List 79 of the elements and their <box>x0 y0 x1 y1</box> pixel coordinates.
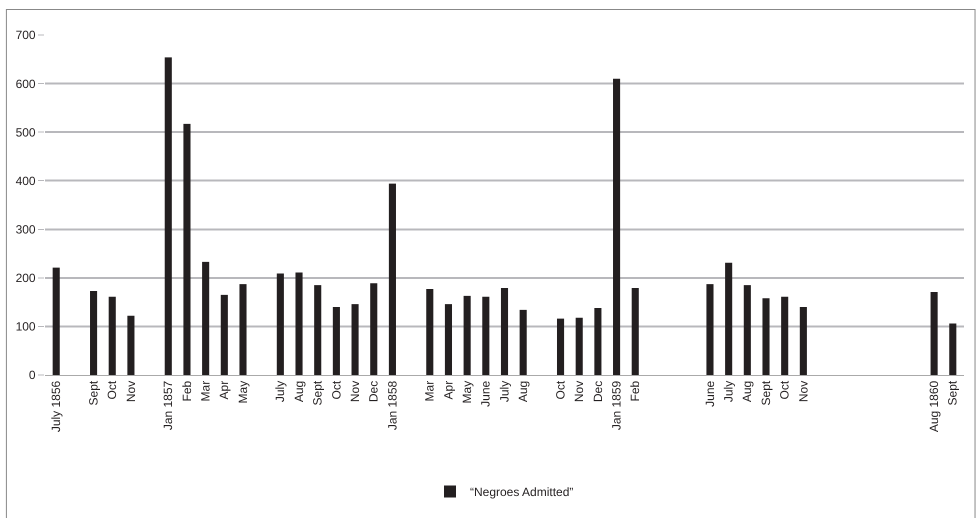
bar <box>183 124 191 375</box>
bar <box>632 288 639 375</box>
bar <box>781 296 788 375</box>
x-tick-label: Dec <box>366 380 381 402</box>
bar <box>800 307 807 375</box>
x-tick-label: Nov <box>124 380 138 402</box>
bar <box>276 273 284 375</box>
bar <box>444 304 452 375</box>
x-tick-label: Oct <box>778 380 792 400</box>
x-tick-label: Jan 1857 <box>161 380 176 430</box>
y-tick-label: 300 <box>16 222 36 236</box>
x-tick-label: Oct <box>329 380 344 400</box>
bar <box>52 268 60 375</box>
x-tick-label: Sept <box>946 380 960 406</box>
y-tick-label: 700 <box>16 28 36 42</box>
bar <box>594 308 602 375</box>
bar <box>108 296 116 375</box>
y-tick-label: 400 <box>16 174 36 188</box>
x-tick-label: May <box>460 380 474 404</box>
bar <box>426 289 434 375</box>
x-tick-label: Feb <box>180 380 194 402</box>
x-tick-label: May <box>236 380 250 404</box>
x-tick-label: Sept <box>758 380 773 406</box>
x-tick-label: Mar <box>422 380 437 402</box>
bar <box>520 310 527 375</box>
x-tick-label: July 1856 <box>49 380 64 432</box>
y-tick-label: 100 <box>16 320 36 334</box>
bar <box>576 318 583 375</box>
bar <box>949 324 956 375</box>
x-tick-label: June <box>478 380 493 407</box>
y-tick-label: 600 <box>16 76 36 91</box>
x-tick-label: July <box>273 380 288 402</box>
bar <box>127 316 134 375</box>
bar <box>762 298 770 375</box>
bar <box>202 262 210 375</box>
x-tick-label: Apr <box>441 380 456 400</box>
bar <box>613 78 620 375</box>
bar <box>220 294 228 375</box>
bar <box>352 304 359 375</box>
bar <box>370 283 378 375</box>
x-tick-label: Nov <box>348 380 362 402</box>
x-tick-label: Nov <box>796 380 810 402</box>
bar <box>90 290 98 375</box>
x-tick-label: Aug <box>292 380 306 402</box>
x-tick-label: Jan 1858 <box>385 380 400 430</box>
legend-label: “Negroes Admitted” <box>470 485 574 500</box>
bar <box>164 57 172 375</box>
bar <box>482 296 490 375</box>
bar <box>239 284 247 375</box>
bar <box>464 296 471 375</box>
bar <box>725 262 732 375</box>
bar <box>930 292 938 375</box>
x-tick-label: Aug <box>740 380 754 402</box>
bar <box>295 272 303 375</box>
x-tick-label: July <box>722 380 736 402</box>
y-tick-label: 200 <box>16 271 36 286</box>
bar <box>332 307 340 375</box>
bar <box>706 284 714 375</box>
x-tick-label: Feb <box>628 380 642 402</box>
bar <box>388 184 396 375</box>
x-tick-label: Oct <box>105 380 120 400</box>
x-tick-label: Jan 1859 <box>609 380 624 430</box>
y-tick-label: 0 <box>28 368 36 382</box>
x-tick-label: Nov <box>572 380 586 402</box>
bar <box>314 285 322 375</box>
x-tick-label: Mar <box>198 380 213 402</box>
bar <box>556 318 564 375</box>
x-tick-label: Sept <box>86 380 100 406</box>
x-tick-label: Aug <box>516 380 530 402</box>
x-tick-label: June <box>702 380 717 407</box>
x-tick-label: Apr <box>217 380 232 400</box>
x-tick-label: Aug 1860 <box>927 380 942 432</box>
x-tick-label: Oct <box>553 380 568 400</box>
x-tick-label: Dec <box>590 380 605 402</box>
x-tick-label: Sept <box>310 380 325 406</box>
x-tick-label: July <box>497 380 512 402</box>
bar <box>744 285 751 375</box>
bar <box>500 288 508 375</box>
y-tick-label: 500 <box>16 125 36 140</box>
